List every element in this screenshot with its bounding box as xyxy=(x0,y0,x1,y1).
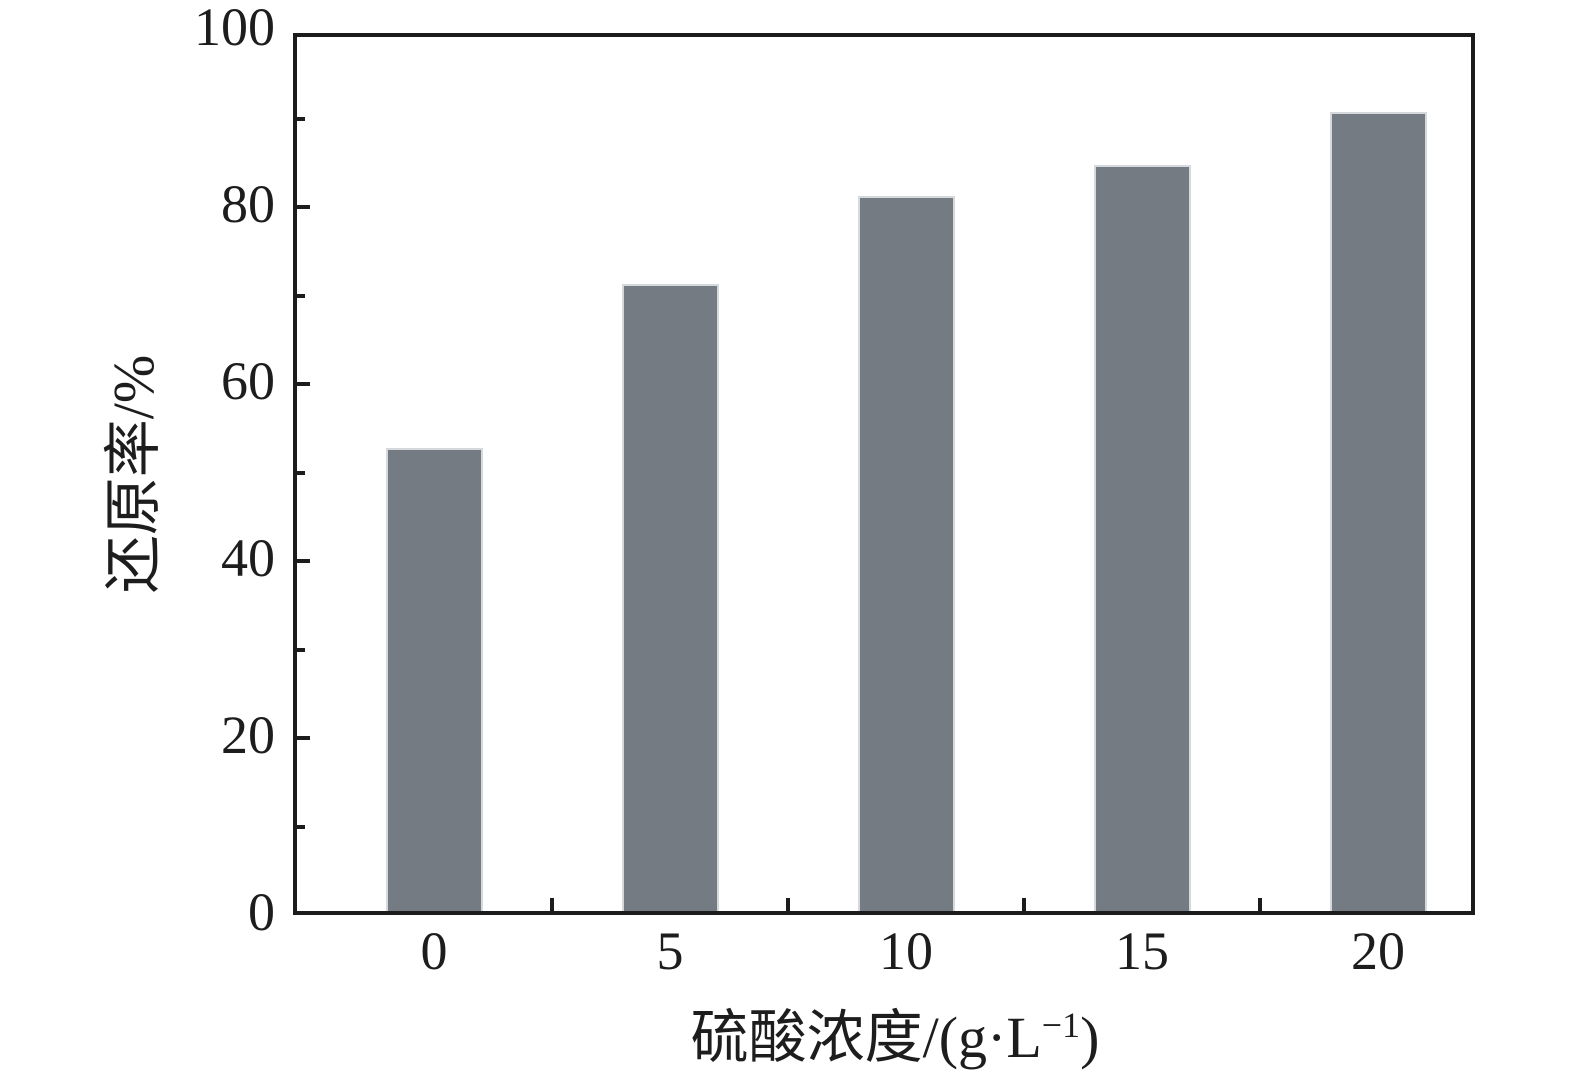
x-tick-label-5: 5 xyxy=(656,921,684,981)
y-minor-tick-30 xyxy=(297,648,305,652)
y-tick-label-40: 40 xyxy=(221,528,275,588)
y-tick-label-80: 80 xyxy=(221,174,275,234)
x-boundary-tick-1 xyxy=(786,898,790,911)
bar-0 xyxy=(385,448,483,911)
x-tick-label-15: 15 xyxy=(1115,921,1169,981)
y-major-tick-40 xyxy=(297,559,310,563)
y-minor-tick-50 xyxy=(297,471,305,475)
x-tick-label-0: 0 xyxy=(420,921,448,981)
y-minor-tick-70 xyxy=(297,294,305,298)
x-boundary-tick-0 xyxy=(550,898,554,911)
plot-area xyxy=(293,33,1475,915)
x-axis-title-superscript: −1 xyxy=(1041,1005,1081,1046)
y-minor-tick-10 xyxy=(297,825,305,829)
x-boundary-tick-3 xyxy=(1258,898,1262,911)
x-axis-title-close: ) xyxy=(1080,1005,1100,1070)
y-minor-tick-90 xyxy=(297,117,305,121)
y-tick-label-0: 0 xyxy=(248,882,275,942)
y-major-tick-80 xyxy=(297,205,310,209)
x-axis-title-text: 硫酸浓度/(g·L xyxy=(690,1005,1042,1070)
bar-20 xyxy=(1329,112,1427,911)
y-major-tick-20 xyxy=(297,736,310,740)
y-tick-label-100: 100 xyxy=(194,0,275,57)
bar-10 xyxy=(857,196,955,911)
x-tick-label-10: 10 xyxy=(879,921,933,981)
x-axis-title: 硫酸浓度/(g·L−1) xyxy=(295,1000,1495,1076)
y-tick-label-60: 60 xyxy=(221,351,275,411)
y-major-tick-60 xyxy=(297,382,310,386)
x-boundary-tick-2 xyxy=(1022,898,1026,911)
bar-5 xyxy=(621,284,719,911)
y-tick-label-20: 20 xyxy=(221,705,275,765)
bar-15 xyxy=(1093,165,1191,911)
x-tick-label-20: 20 xyxy=(1351,921,1405,981)
